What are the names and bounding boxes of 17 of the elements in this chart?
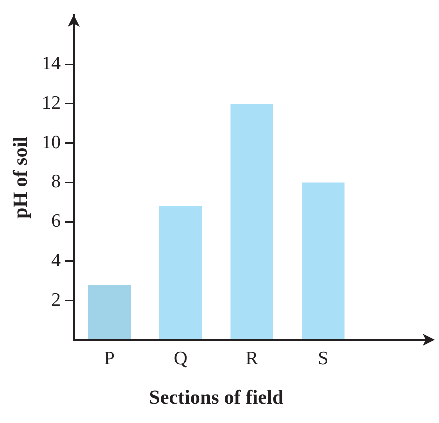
y-tick-label: 4 (52, 250, 62, 272)
y-tick-label: 2 (52, 290, 61, 311)
x-tick-label: P (104, 348, 115, 370)
bar (160, 206, 202, 340)
x-tick-label: R (246, 348, 259, 370)
y-tick-label: 10 (42, 132, 61, 154)
x-tick-label: Q (174, 348, 188, 370)
y-axis-title: pH of soil (10, 136, 32, 219)
y-tick-label: 12 (42, 92, 61, 114)
bar (230, 104, 274, 340)
bar (302, 182, 345, 340)
x-axis-title: Sections of field (149, 387, 284, 410)
y-tick-label: 8 (52, 172, 61, 193)
y-tick-label: 6 (52, 211, 61, 232)
y-tick-label: 14 (42, 54, 62, 75)
x-tick-label: S (318, 348, 329, 370)
bar (88, 285, 131, 340)
